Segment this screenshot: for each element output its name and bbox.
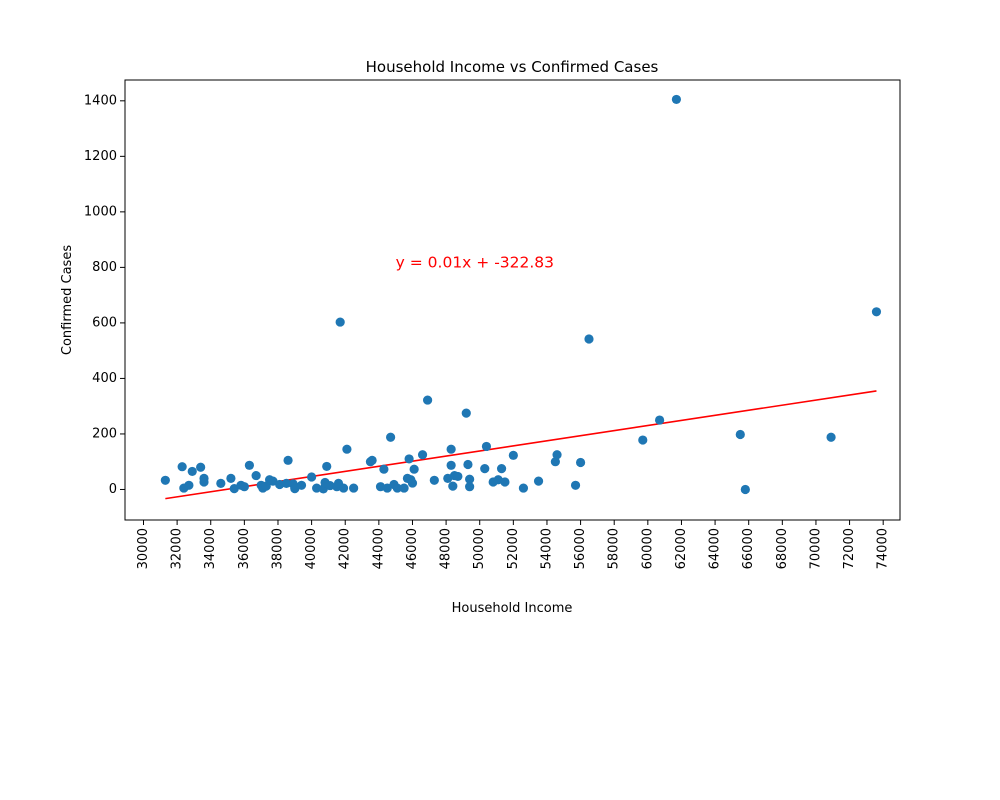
- x-tick-label-6: 42000: [338, 528, 353, 569]
- axes-frame: [124, 79, 901, 521]
- x-tick-label-20: 70000: [808, 528, 823, 569]
- scatter-point-77: [575, 457, 586, 468]
- scatter-point-43: [386, 432, 396, 442]
- scatter-point-85: [871, 307, 882, 317]
- scatter-point-54: [429, 475, 439, 485]
- scatter-point-30: [322, 461, 332, 472]
- scatter-point-78: [584, 334, 594, 344]
- y-tick-label-6: 1200: [84, 149, 117, 164]
- x-tick-label-10: 50000: [472, 528, 487, 569]
- scatter-point-69: [496, 464, 507, 474]
- scatter-point-81: [671, 94, 682, 105]
- scatter-point-12: [239, 482, 249, 492]
- scatter-point-13: [244, 460, 255, 470]
- scatter-point-62: [463, 459, 473, 470]
- scatter-point-22: [283, 455, 293, 465]
- regression-equation: y = 0.01x + -322.83: [396, 253, 554, 271]
- scatter-point-66: [481, 441, 492, 452]
- scatter-point-72: [518, 483, 529, 493]
- scatter-point-45: [392, 483, 402, 493]
- scatter-point-34: [335, 317, 345, 327]
- scatter-point-83: [740, 484, 750, 495]
- x-tick-label-16: 62000: [674, 528, 689, 569]
- y-axis-title: Confirmed Cases: [60, 245, 75, 355]
- scatter-point-4: [187, 466, 197, 477]
- scatter-point-57: [446, 444, 456, 454]
- scatter-point-74: [550, 457, 560, 467]
- y-tick-label-2: 400: [92, 371, 117, 386]
- scatter-point-53: [423, 395, 433, 405]
- x-tick-label-18: 66000: [741, 528, 756, 569]
- scatter-point-73: [533, 476, 544, 486]
- scatter-point-42: [382, 483, 392, 493]
- y-tick-label-4: 800: [92, 260, 117, 275]
- y-tick-label-7: 1400: [84, 93, 117, 108]
- scatter-point-36: [342, 444, 352, 454]
- scatter-point-1: [177, 462, 187, 472]
- scatter-point-84: [826, 432, 836, 442]
- scatter-point-46: [399, 483, 409, 493]
- y-tick-label-5: 1000: [84, 204, 117, 219]
- scatter-point-14: [251, 470, 261, 481]
- x-tick-label-12: 54000: [539, 528, 554, 569]
- scatter-point-61: [461, 408, 471, 418]
- x-tick-label-1: 32000: [170, 528, 185, 569]
- x-tick-label-9: 48000: [439, 528, 454, 569]
- x-tick-label-14: 58000: [607, 528, 622, 569]
- scatter-point-8: [216, 478, 226, 488]
- scatter-point-7: [199, 477, 209, 487]
- scatter-point-75: [552, 450, 562, 460]
- scatter-point-51: [409, 464, 419, 474]
- scatter-point-0: [160, 475, 170, 485]
- scatter-point-56: [446, 460, 456, 470]
- x-tick-label-13: 56000: [573, 528, 588, 569]
- scatter-point-27: [312, 483, 322, 493]
- scatter-point-41: [379, 464, 389, 474]
- scatter-point-60: [453, 471, 463, 482]
- scatter-point-21: [281, 478, 291, 488]
- x-tick-label-17: 64000: [708, 528, 723, 569]
- x-tick-label-2: 34000: [203, 528, 218, 569]
- scatter-point-5: [196, 462, 206, 472]
- scatter-point-63: [465, 474, 475, 484]
- scatter-point-80: [654, 415, 665, 425]
- x-tick-label-7: 44000: [371, 528, 386, 569]
- x-tick-label-4: 38000: [270, 528, 285, 569]
- scatter-point-25: [296, 480, 307, 490]
- x-tick-label-5: 40000: [304, 528, 319, 569]
- y-tick-label-1: 200: [92, 426, 117, 441]
- scatter-point-64: [465, 482, 475, 492]
- y-tick-label-0: 0: [109, 482, 117, 497]
- x-tick-label-21: 72000: [842, 528, 857, 569]
- scatter-point-9: [226, 473, 236, 483]
- x-tick-label-19: 68000: [775, 528, 790, 569]
- scatter-point-70: [500, 477, 510, 487]
- x-tick-label-15: 60000: [640, 528, 655, 569]
- plot-area: y = 0.01x + -322.83 30000 32000 34000 36000 3…: [84, 79, 901, 569]
- scatter-point-39: [367, 455, 377, 465]
- scatter-point-35: [338, 483, 349, 493]
- chart-title: Household Income vs Confirmed Cases: [366, 58, 659, 76]
- scatter-point-82: [735, 429, 745, 440]
- scatter-point-71: [508, 450, 518, 460]
- x-tick-label-0: 30000: [136, 528, 151, 569]
- scatter-point-37: [349, 483, 359, 493]
- scatter-point-48: [404, 454, 414, 464]
- scatter-point-58: [448, 481, 458, 491]
- scatter-point-65: [480, 464, 490, 474]
- scatter-point-79: [638, 435, 648, 445]
- x-tick-label-22: 74000: [876, 528, 891, 569]
- x-tick-label-11: 52000: [506, 528, 521, 569]
- scatter-point-3: [184, 480, 194, 490]
- x-tick-label-8: 46000: [405, 528, 420, 569]
- x-axis-title: Household Income: [452, 601, 573, 616]
- scatter-point-76: [570, 480, 581, 490]
- x-tick-label-3: 36000: [237, 528, 252, 569]
- scatter-point-26: [307, 472, 317, 482]
- scatter-point-52: [417, 450, 428, 460]
- y-tick-label-3: 600: [92, 315, 117, 330]
- scatter-point-50: [407, 478, 418, 488]
